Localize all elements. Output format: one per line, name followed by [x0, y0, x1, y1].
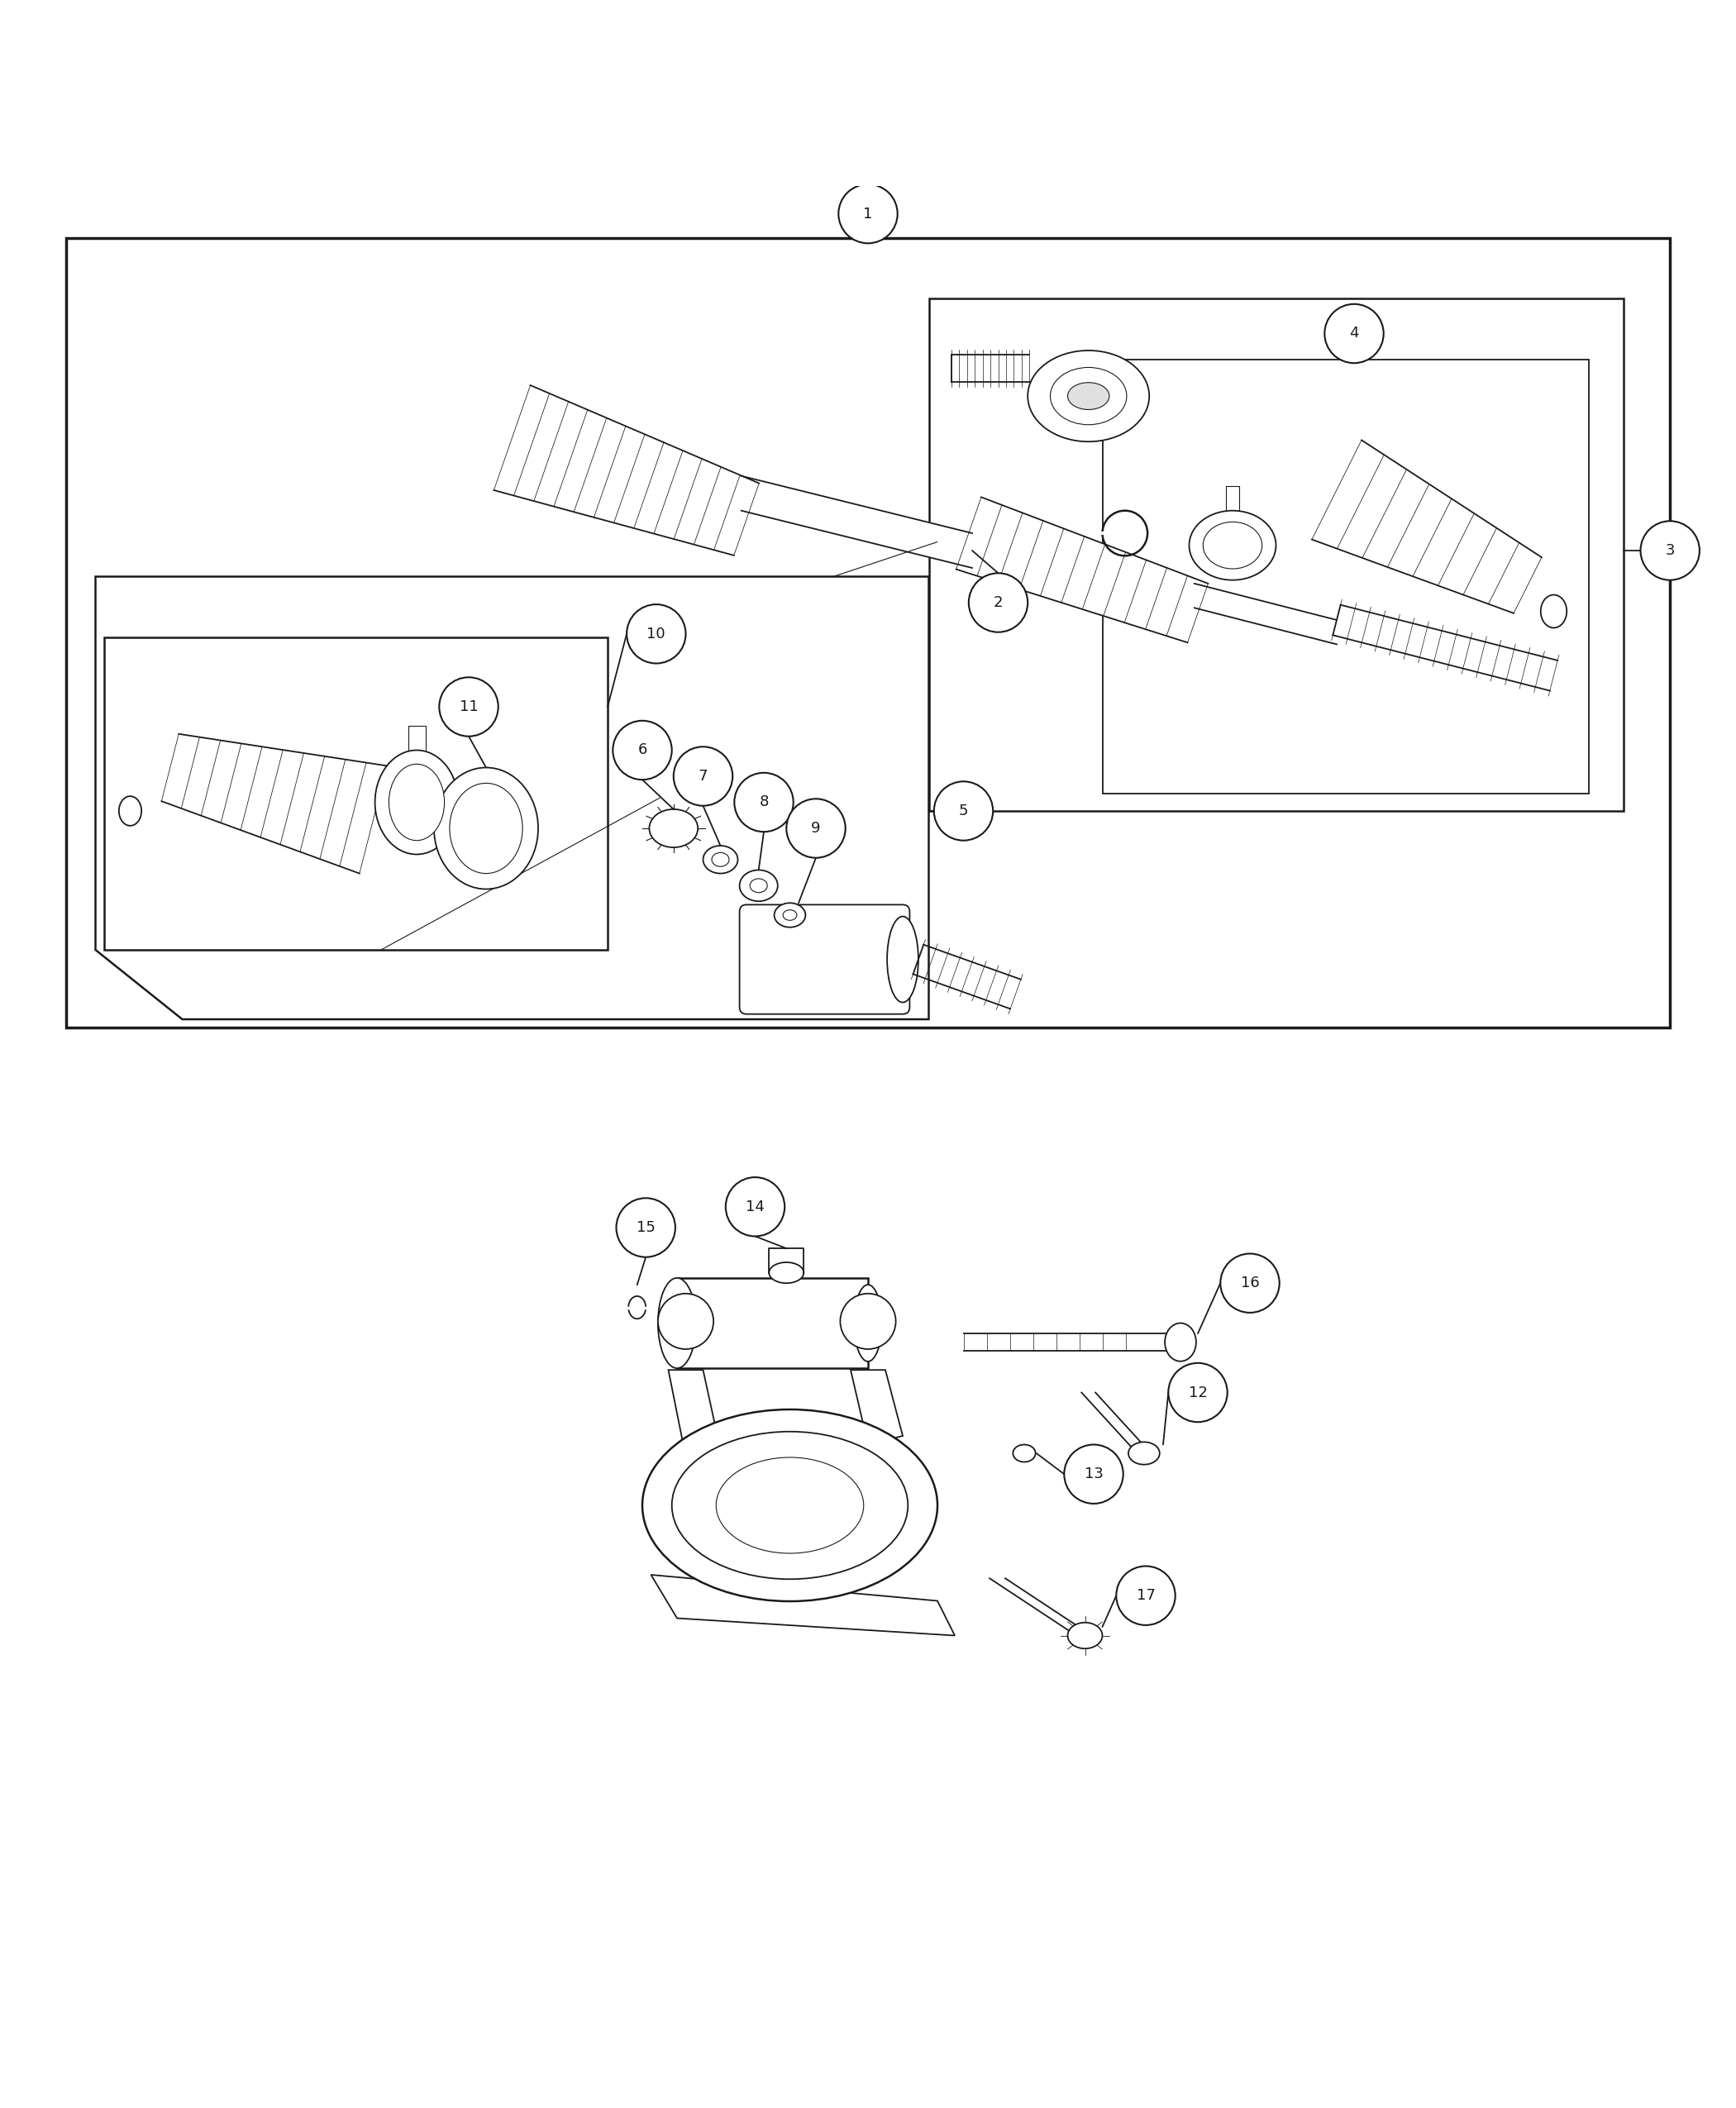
Text: 16: 16: [1241, 1275, 1259, 1290]
Polygon shape: [741, 476, 972, 567]
Text: 13: 13: [1085, 1467, 1102, 1482]
Ellipse shape: [1542, 594, 1566, 628]
Text: 1: 1: [863, 207, 873, 221]
Circle shape: [838, 183, 898, 242]
Polygon shape: [957, 497, 1208, 643]
Circle shape: [1641, 521, 1700, 580]
Ellipse shape: [1165, 1324, 1196, 1362]
Text: 3: 3: [1665, 544, 1675, 559]
Ellipse shape: [750, 879, 767, 892]
Ellipse shape: [740, 871, 778, 902]
Ellipse shape: [450, 784, 523, 873]
Text: 12: 12: [1189, 1385, 1207, 1400]
Text: 2: 2: [993, 594, 1003, 609]
Text: 5: 5: [958, 803, 969, 818]
Text: 14: 14: [746, 1199, 764, 1214]
Circle shape: [1064, 1444, 1123, 1503]
Circle shape: [674, 746, 733, 805]
Text: 8: 8: [759, 795, 769, 809]
Polygon shape: [963, 1334, 1180, 1351]
Circle shape: [734, 774, 793, 833]
Ellipse shape: [1068, 382, 1109, 409]
Ellipse shape: [712, 852, 729, 866]
Circle shape: [658, 1294, 713, 1349]
Text: 10: 10: [648, 626, 665, 641]
Ellipse shape: [1012, 1444, 1035, 1463]
Polygon shape: [668, 1370, 720, 1457]
Circle shape: [1220, 1254, 1279, 1313]
Circle shape: [1168, 1364, 1227, 1423]
Polygon shape: [493, 386, 759, 554]
Ellipse shape: [715, 1457, 865, 1554]
Bar: [929, 299, 1623, 812]
Polygon shape: [651, 1575, 955, 1636]
Polygon shape: [851, 1370, 903, 1444]
Ellipse shape: [672, 1431, 908, 1579]
Ellipse shape: [642, 1410, 937, 1602]
Polygon shape: [1312, 441, 1542, 613]
Circle shape: [1116, 1566, 1175, 1625]
Circle shape: [616, 1197, 675, 1256]
Circle shape: [1325, 304, 1384, 363]
Circle shape: [726, 1176, 785, 1235]
Ellipse shape: [1128, 1442, 1160, 1465]
Ellipse shape: [375, 750, 458, 854]
Text: 11: 11: [460, 700, 477, 715]
Text: 7: 7: [698, 769, 708, 784]
Text: 9: 9: [811, 820, 821, 835]
Ellipse shape: [628, 1296, 646, 1320]
Circle shape: [969, 573, 1028, 632]
Ellipse shape: [1028, 350, 1149, 443]
Ellipse shape: [703, 845, 738, 873]
Polygon shape: [1194, 584, 1337, 645]
Circle shape: [786, 799, 845, 858]
Ellipse shape: [1050, 367, 1127, 424]
FancyBboxPatch shape: [740, 904, 910, 1014]
Polygon shape: [95, 578, 929, 1020]
Bar: [677, 1277, 868, 1368]
Ellipse shape: [658, 1277, 696, 1368]
Text: 17: 17: [1137, 1587, 1154, 1602]
Ellipse shape: [434, 767, 538, 890]
Ellipse shape: [854, 1284, 882, 1362]
Ellipse shape: [1203, 523, 1262, 569]
Bar: [66, 238, 1670, 1029]
Circle shape: [627, 605, 686, 664]
Ellipse shape: [118, 797, 142, 826]
Polygon shape: [161, 734, 387, 873]
Ellipse shape: [389, 763, 444, 841]
Ellipse shape: [887, 917, 918, 1001]
Circle shape: [934, 782, 993, 841]
Text: 4: 4: [1349, 327, 1359, 341]
Circle shape: [840, 1294, 896, 1349]
Ellipse shape: [783, 911, 797, 921]
Text: 15: 15: [637, 1221, 654, 1235]
Text: 6: 6: [637, 742, 648, 757]
Bar: [1102, 360, 1588, 793]
Ellipse shape: [774, 902, 806, 928]
Ellipse shape: [1068, 1623, 1102, 1648]
Ellipse shape: [649, 809, 698, 847]
Ellipse shape: [1189, 510, 1276, 580]
Ellipse shape: [769, 1263, 804, 1284]
Bar: [104, 637, 608, 951]
Circle shape: [439, 677, 498, 736]
Circle shape: [613, 721, 672, 780]
